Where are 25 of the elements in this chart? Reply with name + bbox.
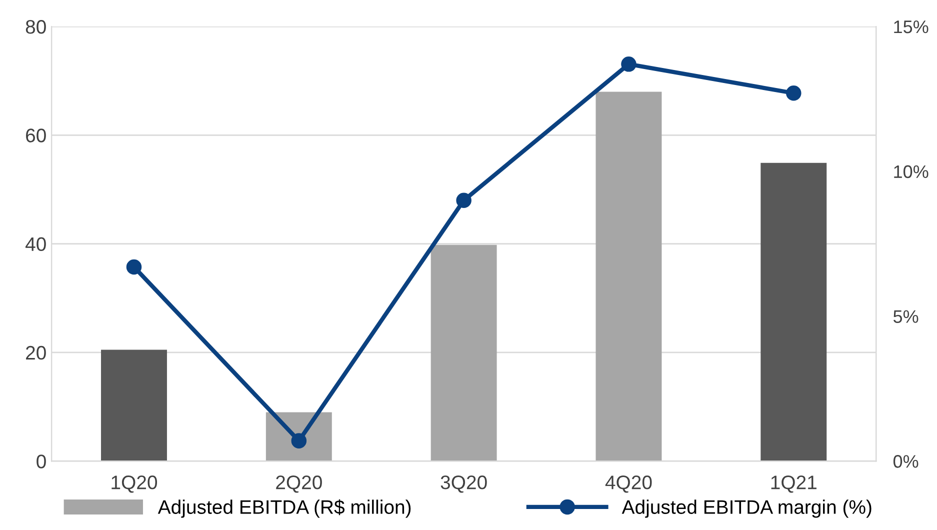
y2-tick-label: 15%	[894, 20, 928, 34]
y-tick-label: 40	[25, 237, 46, 252]
legend-label: Adjusted EBITDA margin (%)	[622, 500, 872, 518]
y-tick-label: 80	[26, 20, 46, 34]
point	[126, 259, 142, 275]
y-tick-label: 20	[26, 346, 46, 360]
y2-tick-label: 10%	[894, 165, 928, 178]
bar	[760, 162, 827, 462]
y-tick-label: 60	[26, 128, 46, 142]
y2-tick-label: 0%	[893, 455, 918, 468]
bar	[101, 350, 167, 462]
bar	[596, 92, 662, 462]
y-tick-label: 0	[36, 454, 46, 468]
x-tick-label: 4Q20	[605, 476, 652, 493]
x-tick-label: 3Q20	[440, 476, 487, 493]
x-tick-label: 1Q20	[112, 476, 158, 493]
bar	[430, 244, 497, 462]
x-tick-label: 1Q21	[771, 476, 816, 493]
y2-tick-label: 5%	[893, 310, 918, 323]
point	[786, 86, 802, 101]
point	[621, 56, 636, 72]
point	[456, 192, 472, 208]
legend-label: Adjusted EBITDA (R$ million)	[158, 499, 411, 518]
point	[291, 433, 307, 448]
x-tick-label: 2Q20	[276, 476, 322, 493]
